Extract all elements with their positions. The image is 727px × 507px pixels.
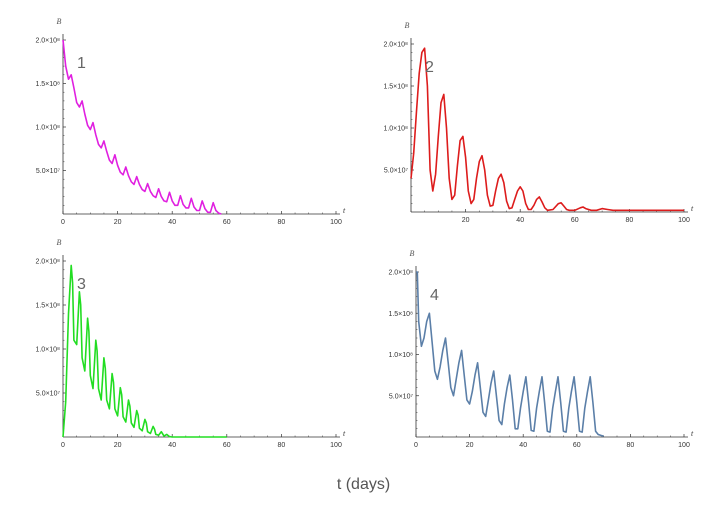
y-tick-label: 5.0×10⁷	[36, 391, 61, 398]
panel-2: 20 40 60 80 100 5.0×10⁷ 1.0×10⁸ 1.5×10⁸ 2.0×10⁸ t…	[383, 21, 694, 224]
x-tick-label: 100	[678, 442, 690, 449]
y-tick-label: 1.5×10⁸	[383, 84, 408, 91]
panel-3: 0 20 40 60 80 100 5.0×10⁷ 1.0×10⁸ 1.5×10⁸ 2.0×10⁸…	[35, 238, 346, 449]
x-tick-label: 20	[462, 217, 470, 224]
y-tick-label: 1.5×10⁸	[35, 303, 60, 310]
series-line	[62, 264, 227, 438]
y-tick-label: 1.0×10⁸	[383, 126, 408, 133]
x-tick-label: 80	[626, 217, 634, 224]
figure-caption: t (days)	[336, 476, 391, 493]
panel-label: 2	[425, 59, 434, 76]
x-axis-label: t	[691, 204, 694, 213]
y-tick-label: 5.0×10⁷	[36, 168, 61, 175]
y-tick-label: 5.0×10⁷	[389, 393, 414, 400]
y-axis-label: B	[410, 249, 415, 258]
x-tick-label: 100	[330, 442, 342, 449]
y-tick-label: 1.5×10⁸	[35, 81, 60, 88]
panel-4: 0 20 40 60 80 100 5.0×10⁷ 1.0×10⁸ 1.5×10⁸ 2.0×10⁸…	[388, 249, 694, 449]
panel-label: 4	[430, 287, 439, 304]
x-tick-label: 80	[278, 442, 286, 449]
x-tick-label: 100	[678, 217, 690, 224]
x-tick-label: 0	[414, 442, 418, 449]
panel-label: 3	[77, 276, 86, 293]
x-tick-label: 80	[278, 219, 286, 226]
y-tick-label: 1.5×10⁸	[388, 311, 413, 318]
x-tick-label: 60	[223, 219, 231, 226]
y-axis-label: B	[57, 238, 62, 247]
x-axis-label: t	[691, 429, 694, 438]
x-tick-label: 60	[573, 442, 581, 449]
x-tick-label: 20	[114, 442, 122, 449]
x-tick-label: 20	[466, 442, 474, 449]
x-tick-label: 0	[61, 442, 65, 449]
y-tick-label: 2.0×10⁸	[35, 259, 60, 266]
x-tick-label: 100	[330, 219, 342, 226]
y-tick-label: 5.0×10⁷	[384, 168, 409, 175]
x-tick-label: 20	[114, 219, 122, 226]
x-axis-label: t	[343, 429, 346, 438]
y-axis-label: B	[405, 21, 410, 30]
series-line	[410, 47, 684, 212]
y-tick-label: 1.0×10⁸	[35, 125, 60, 132]
panel-1: 0 20 40 60 80 100 5.0×10⁷ 1.0×10⁸ 1.5×10⁸ 2.0×10⁸…	[35, 17, 346, 226]
series-line	[62, 39, 222, 215]
x-tick-label: 0	[61, 219, 65, 226]
y-tick-label: 2.0×10⁸	[35, 38, 60, 45]
y-axis-label: B	[57, 17, 62, 26]
y-tick-label: 2.0×10⁸	[388, 270, 413, 277]
y-tick-label: 1.0×10⁸	[35, 347, 60, 354]
series-line	[416, 271, 604, 437]
x-tick-label: 40	[516, 217, 524, 224]
x-tick-label: 60	[223, 442, 231, 449]
x-tick-label: 60	[571, 217, 579, 224]
x-tick-label: 40	[168, 442, 176, 449]
x-tick-label: 80	[627, 442, 635, 449]
y-tick-label: 1.0×10⁸	[388, 352, 413, 359]
x-axis-label: t	[343, 206, 346, 215]
x-tick-label: 40	[519, 442, 527, 449]
x-tick-label: 40	[168, 219, 176, 226]
y-tick-label: 2.0×10⁸	[383, 42, 408, 49]
panel-label: 1	[77, 55, 86, 72]
